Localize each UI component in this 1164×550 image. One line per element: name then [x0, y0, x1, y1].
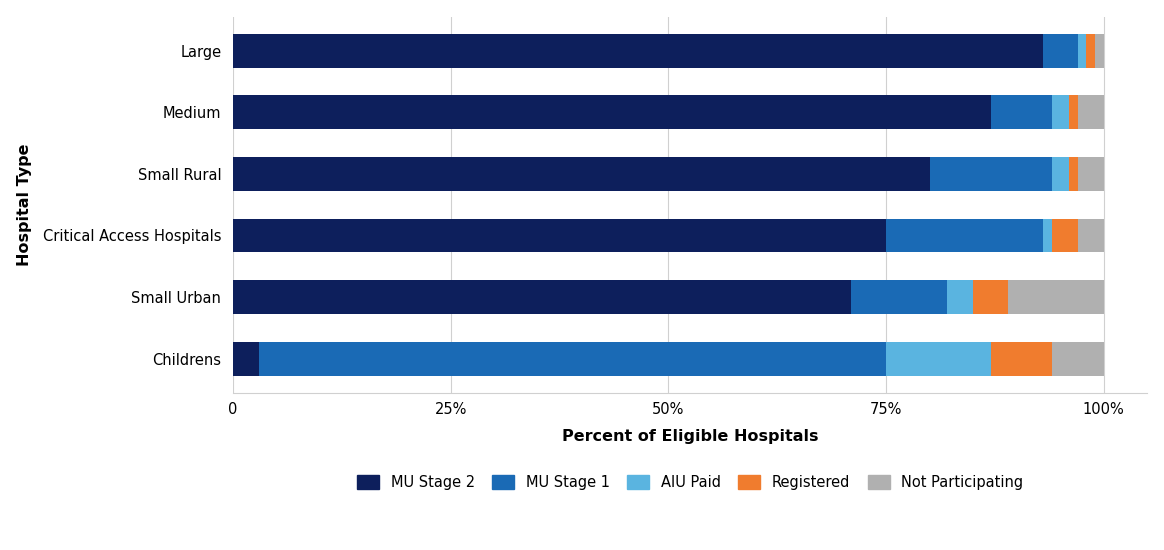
Bar — [1078, 34, 1086, 68]
Bar — [1069, 157, 1078, 191]
Bar — [1043, 218, 1051, 252]
X-axis label: Percent of Eligible Hospitals: Percent of Eligible Hospitals — [562, 428, 818, 443]
Bar — [1078, 157, 1103, 191]
Bar — [233, 95, 991, 129]
Bar — [947, 280, 973, 314]
Bar — [973, 280, 1008, 314]
Bar — [886, 218, 1043, 252]
Bar — [1051, 218, 1078, 252]
Bar — [930, 157, 1051, 191]
Bar — [233, 218, 886, 252]
Bar — [233, 34, 1043, 68]
Bar — [1078, 218, 1103, 252]
Bar — [1086, 34, 1095, 68]
Bar — [1095, 34, 1103, 68]
Bar — [1051, 157, 1069, 191]
Bar — [991, 95, 1051, 129]
Bar — [851, 280, 947, 314]
Bar — [233, 157, 930, 191]
Bar — [1078, 95, 1103, 129]
Bar — [1051, 342, 1103, 376]
Bar — [1051, 95, 1069, 129]
Y-axis label: Hospital Type: Hospital Type — [16, 144, 31, 266]
Bar — [1043, 34, 1078, 68]
Bar — [886, 342, 991, 376]
Bar — [1008, 280, 1103, 314]
Bar — [233, 280, 851, 314]
Bar — [233, 342, 260, 376]
Bar — [260, 342, 886, 376]
Legend: MU Stage 2, MU Stage 1, AIU Paid, Registered, Not Participating: MU Stage 2, MU Stage 1, AIU Paid, Regist… — [349, 468, 1030, 497]
Bar — [1069, 95, 1078, 129]
Bar — [991, 342, 1051, 376]
